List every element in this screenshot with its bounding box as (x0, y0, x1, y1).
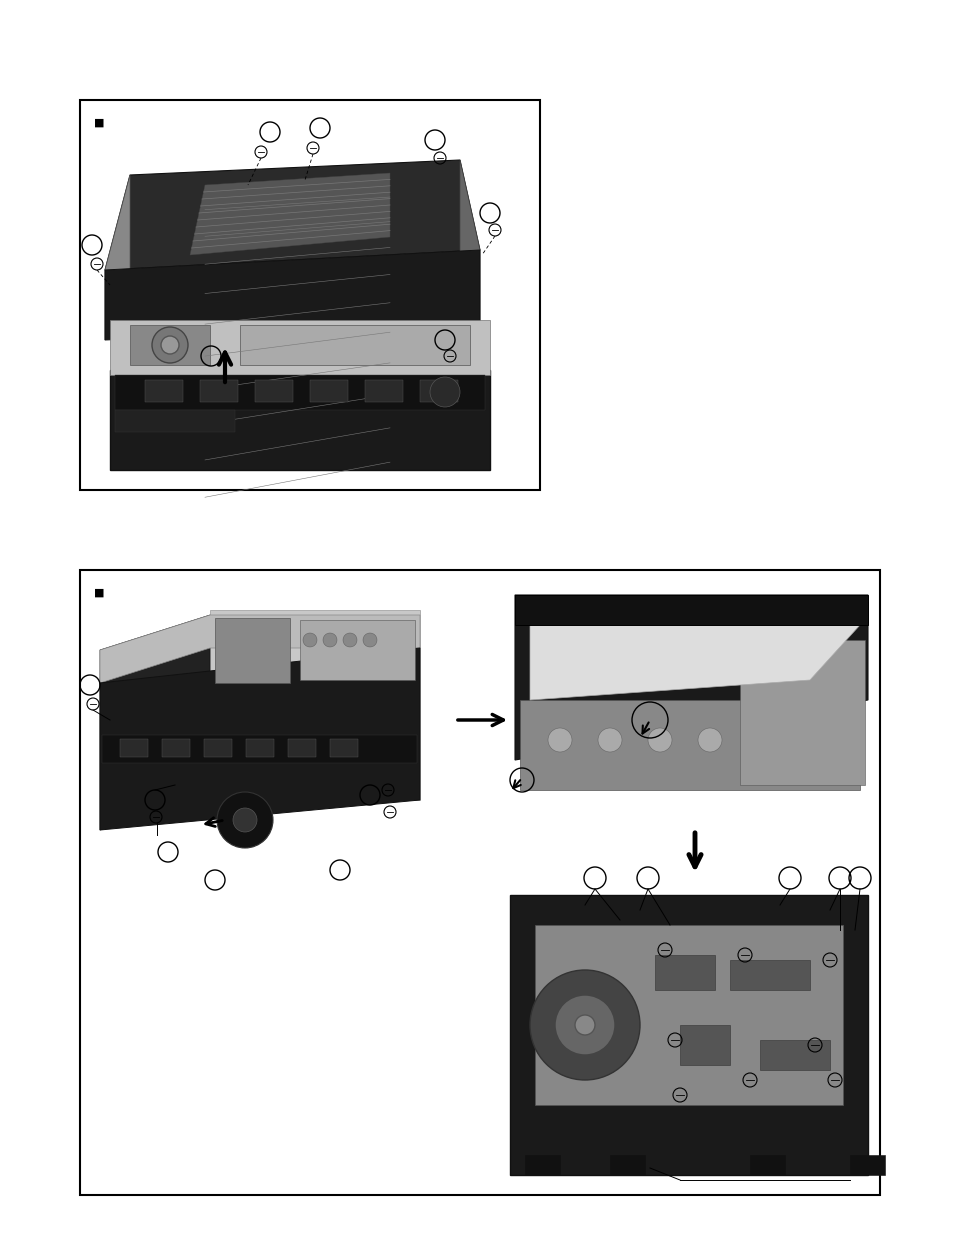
Text: ■: ■ (94, 119, 105, 128)
Bar (849, 1155, 884, 1174)
Bar (288, 739, 315, 757)
Bar (510, 895, 867, 1174)
Bar (80, 100, 539, 490)
Circle shape (547, 727, 572, 752)
Bar (254, 380, 293, 403)
Bar (204, 739, 232, 757)
Polygon shape (100, 615, 210, 830)
Bar (310, 380, 348, 403)
Polygon shape (459, 161, 479, 325)
Circle shape (233, 808, 256, 832)
Circle shape (323, 634, 336, 647)
Bar (115, 375, 484, 410)
Bar (214, 618, 290, 683)
Bar (110, 370, 490, 471)
Bar (80, 571, 879, 1195)
Bar (162, 739, 190, 757)
Bar (130, 325, 210, 366)
Circle shape (598, 727, 621, 752)
Bar (330, 739, 357, 757)
Circle shape (216, 792, 273, 848)
Polygon shape (530, 625, 859, 700)
Polygon shape (100, 615, 419, 683)
Bar (749, 1155, 784, 1174)
Circle shape (698, 727, 721, 752)
Bar (115, 410, 234, 432)
Polygon shape (100, 648, 419, 830)
Polygon shape (105, 249, 479, 340)
Bar (246, 739, 274, 757)
Bar (145, 380, 183, 403)
Circle shape (363, 634, 376, 647)
Bar (419, 380, 457, 403)
Polygon shape (210, 610, 419, 800)
Bar (524, 1155, 559, 1174)
Bar (729, 960, 809, 990)
Bar (519, 700, 859, 790)
Bar (365, 380, 402, 403)
Bar (679, 1025, 729, 1065)
Polygon shape (105, 175, 130, 340)
Text: ■: ■ (94, 588, 105, 598)
Circle shape (530, 969, 639, 1079)
Circle shape (343, 634, 356, 647)
Circle shape (647, 727, 671, 752)
Polygon shape (515, 595, 867, 625)
Circle shape (430, 377, 459, 408)
Bar (609, 1155, 644, 1174)
Bar (110, 320, 490, 375)
Bar (655, 955, 714, 990)
Bar (240, 325, 470, 366)
Polygon shape (105, 161, 479, 270)
Bar (102, 735, 416, 763)
Bar (299, 620, 415, 680)
Circle shape (555, 995, 615, 1055)
Bar (200, 380, 237, 403)
Bar (760, 1040, 829, 1070)
Polygon shape (515, 595, 867, 760)
Bar (535, 925, 842, 1105)
Circle shape (303, 634, 316, 647)
Circle shape (152, 327, 188, 363)
Bar (740, 640, 864, 785)
Polygon shape (190, 173, 390, 254)
Bar (120, 739, 148, 757)
Circle shape (161, 336, 179, 354)
Circle shape (575, 1015, 595, 1035)
